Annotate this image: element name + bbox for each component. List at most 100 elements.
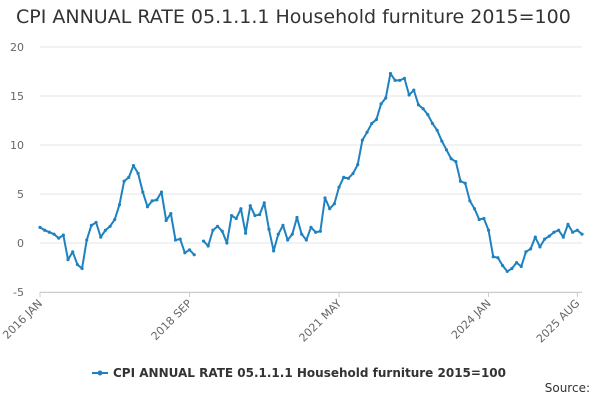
data-point[interactable] <box>561 235 565 239</box>
data-point[interactable] <box>449 157 453 161</box>
data-point[interactable] <box>201 239 206 243</box>
data-point[interactable] <box>220 229 224 233</box>
data-point[interactable] <box>99 235 103 239</box>
data-point[interactable] <box>262 201 266 205</box>
data-point[interactable] <box>393 78 397 82</box>
data-point[interactable] <box>113 217 117 222</box>
data-point[interactable] <box>253 213 257 218</box>
data-point[interactable] <box>295 215 299 220</box>
data-point[interactable] <box>66 258 70 262</box>
data-point[interactable] <box>342 175 346 179</box>
data-point[interactable] <box>94 220 98 225</box>
data-point[interactable] <box>323 196 327 200</box>
data-point[interactable] <box>491 255 495 259</box>
data-point[interactable] <box>351 171 355 176</box>
data-point[interactable] <box>543 237 547 241</box>
legend[interactable]: CPI ANNUAL RATE 05.1.1.1 Household furni… <box>92 366 506 380</box>
data-point[interactable] <box>206 244 210 248</box>
data-point[interactable] <box>332 202 336 206</box>
data-point[interactable] <box>468 199 472 203</box>
data-point[interactable] <box>496 256 500 260</box>
data-point[interactable] <box>533 235 537 239</box>
data-point[interactable] <box>426 113 430 117</box>
data-point[interactable] <box>258 212 262 217</box>
data-point[interactable] <box>421 107 425 111</box>
data-point[interactable] <box>412 88 416 92</box>
legend-label[interactable]: CPI ANNUAL RATE 05.1.1.1 Household furni… <box>113 366 506 380</box>
data-point[interactable] <box>145 205 150 209</box>
series-line[interactable] <box>39 72 583 273</box>
data-point[interactable] <box>416 103 421 107</box>
data-point[interactable] <box>47 230 51 234</box>
data-point[interactable] <box>328 207 332 211</box>
data-point[interactable] <box>440 139 444 143</box>
data-point[interactable] <box>538 245 542 249</box>
data-point[interactable] <box>444 148 449 152</box>
data-point[interactable] <box>290 232 294 236</box>
data-point[interactable] <box>314 230 318 234</box>
data-point[interactable] <box>482 216 486 221</box>
data-point[interactable] <box>505 269 509 274</box>
data-point[interactable] <box>286 238 290 242</box>
data-point[interactable] <box>103 228 108 232</box>
data-point[interactable] <box>211 228 215 232</box>
data-point[interactable] <box>215 224 220 228</box>
data-point[interactable] <box>384 96 388 100</box>
data-point[interactable] <box>318 229 322 233</box>
data-point[interactable] <box>61 233 65 237</box>
data-point[interactable] <box>566 222 570 226</box>
data-point[interactable] <box>370 121 374 126</box>
data-point[interactable] <box>43 228 47 232</box>
data-point[interactable] <box>75 262 79 267</box>
data-point[interactable] <box>136 171 140 176</box>
data-point[interactable] <box>360 138 364 142</box>
data-point[interactable] <box>486 228 491 232</box>
data-point[interactable] <box>272 249 276 253</box>
data-point[interactable] <box>524 250 528 254</box>
data-point[interactable] <box>571 230 575 234</box>
data-point[interactable] <box>57 236 61 240</box>
data-point[interactable] <box>127 175 131 179</box>
data-point[interactable] <box>552 230 556 234</box>
data-point[interactable] <box>477 217 481 222</box>
data-point[interactable] <box>80 266 84 271</box>
data-point[interactable] <box>430 121 435 126</box>
data-point[interactable] <box>304 238 308 242</box>
data-point[interactable] <box>365 130 369 134</box>
data-point[interactable] <box>519 264 523 269</box>
data-point[interactable] <box>388 71 393 76</box>
data-point[interactable] <box>514 261 519 265</box>
data-point[interactable] <box>108 224 112 228</box>
data-point[interactable] <box>52 232 56 236</box>
data-point[interactable] <box>346 176 350 180</box>
data-point[interactable] <box>402 76 407 80</box>
data-point[interactable] <box>117 203 122 207</box>
data-point[interactable] <box>379 102 383 106</box>
data-point[interactable] <box>150 199 154 203</box>
data-point[interactable] <box>71 250 75 254</box>
data-point[interactable] <box>309 225 313 229</box>
data-point[interactable] <box>580 232 584 236</box>
data-point[interactable] <box>267 227 271 231</box>
data-point[interactable] <box>248 204 252 208</box>
data-point[interactable] <box>454 160 458 164</box>
data-point[interactable] <box>407 93 411 97</box>
data-point[interactable] <box>225 241 229 245</box>
data-point[interactable] <box>435 128 439 132</box>
data-point[interactable] <box>192 253 196 257</box>
data-point[interactable] <box>159 190 164 194</box>
data-point[interactable] <box>510 266 514 271</box>
data-point[interactable] <box>169 212 173 216</box>
data-point[interactable] <box>243 231 248 235</box>
data-point[interactable] <box>500 263 505 268</box>
data-point[interactable] <box>85 238 89 242</box>
data-point[interactable] <box>38 225 42 229</box>
data-point[interactable] <box>234 216 238 221</box>
data-point[interactable] <box>281 223 285 227</box>
data-point[interactable] <box>173 238 178 242</box>
data-point[interactable] <box>229 213 234 218</box>
data-point[interactable] <box>155 198 159 202</box>
data-point[interactable] <box>458 179 463 183</box>
data-point[interactable] <box>557 228 561 232</box>
data-point[interactable] <box>398 78 402 82</box>
